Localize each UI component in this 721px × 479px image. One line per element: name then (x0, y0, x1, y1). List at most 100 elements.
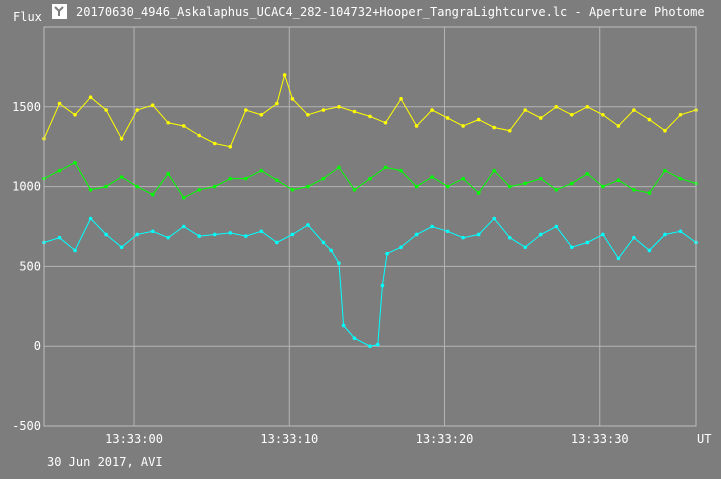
data-point (135, 184, 139, 189)
data-point (601, 184, 605, 189)
data-point (181, 224, 186, 229)
data-point (616, 256, 621, 261)
data-point (492, 125, 496, 130)
x-tick-label: 13:33:00 (105, 432, 163, 446)
data-point (104, 184, 108, 189)
series-group (42, 73, 698, 349)
series-1 (42, 160, 698, 200)
data-point (321, 108, 326, 112)
title-bar: 20170630_4946_Askalaphus_UCAC4_282-10473… (52, 4, 705, 19)
data-point (259, 112, 264, 117)
data-point (445, 184, 450, 189)
series-line (43, 217, 697, 347)
data-point (282, 73, 287, 77)
data-point (507, 235, 512, 240)
data-point (601, 112, 605, 117)
data-point (476, 191, 481, 195)
data-point (119, 136, 124, 141)
data-point (228, 176, 233, 181)
data-point (135, 232, 139, 237)
data-point (329, 248, 333, 253)
tangra-app-icon (52, 4, 67, 19)
plot-area-frame (43, 26, 697, 427)
data-point (368, 114, 372, 119)
data-point (212, 232, 217, 237)
y-axis-label: Flux (13, 10, 42, 24)
data-point (119, 245, 124, 250)
data-point (368, 344, 372, 349)
data-point (212, 184, 217, 189)
data-point (507, 184, 512, 189)
data-point (88, 187, 93, 192)
data-point (476, 117, 481, 122)
data-point (585, 105, 590, 109)
data-point (601, 232, 605, 237)
data-point (430, 175, 434, 179)
data-point (368, 176, 372, 181)
data-point (197, 187, 202, 192)
data-point (244, 234, 248, 238)
footer-caption: 30 Jun 2017, AVI (47, 455, 163, 469)
data-point (306, 184, 310, 189)
data-point (461, 176, 465, 181)
data-point (244, 176, 248, 181)
data-point (678, 112, 683, 117)
data-point (321, 176, 326, 181)
data-point (647, 248, 652, 253)
data-point (430, 224, 434, 229)
data-point (570, 245, 574, 250)
data-point (88, 95, 93, 100)
data-point (678, 229, 683, 234)
data-point (150, 103, 155, 108)
data-point (663, 168, 667, 173)
data-point (616, 124, 621, 128)
data-point (244, 108, 248, 112)
data-point (104, 108, 108, 112)
data-point (275, 178, 279, 183)
data-point (678, 176, 683, 181)
data-point (538, 232, 543, 237)
data-point (181, 195, 186, 200)
data-point (57, 101, 62, 106)
data-point (663, 232, 667, 237)
data-point (197, 234, 202, 238)
data-point (166, 120, 170, 125)
data-point (212, 141, 217, 146)
data-point (632, 235, 636, 240)
data-point (275, 240, 279, 245)
data-point (306, 223, 310, 227)
data-point (632, 187, 636, 192)
data-point (570, 181, 574, 186)
data-point (341, 323, 346, 328)
data-point (57, 168, 62, 173)
data-point (430, 108, 434, 112)
data-point (119, 175, 124, 179)
data-point (647, 191, 652, 195)
data-point (616, 178, 621, 183)
x-tick-label: 13:33:10 (260, 432, 318, 446)
data-point (523, 181, 528, 186)
data-point (383, 165, 388, 170)
data-point (57, 235, 62, 240)
data-point (554, 105, 559, 109)
data-point (73, 248, 77, 253)
data-point (663, 128, 667, 133)
data-point (259, 168, 264, 173)
data-point (554, 224, 559, 229)
y-tick-labels: -500 0 500 1000 1500 (12, 100, 41, 433)
data-point (414, 184, 419, 189)
data-point (306, 112, 310, 117)
series-line (43, 73, 697, 148)
data-point (290, 232, 295, 237)
data-point (104, 232, 108, 237)
data-point (492, 216, 496, 221)
data-point (647, 117, 652, 122)
y-tick-label: 1500 (12, 100, 41, 114)
data-point (414, 124, 419, 128)
data-point (73, 112, 77, 117)
data-point (385, 251, 389, 256)
data-point (259, 229, 264, 234)
data-point (166, 235, 170, 240)
data-point (228, 231, 233, 235)
